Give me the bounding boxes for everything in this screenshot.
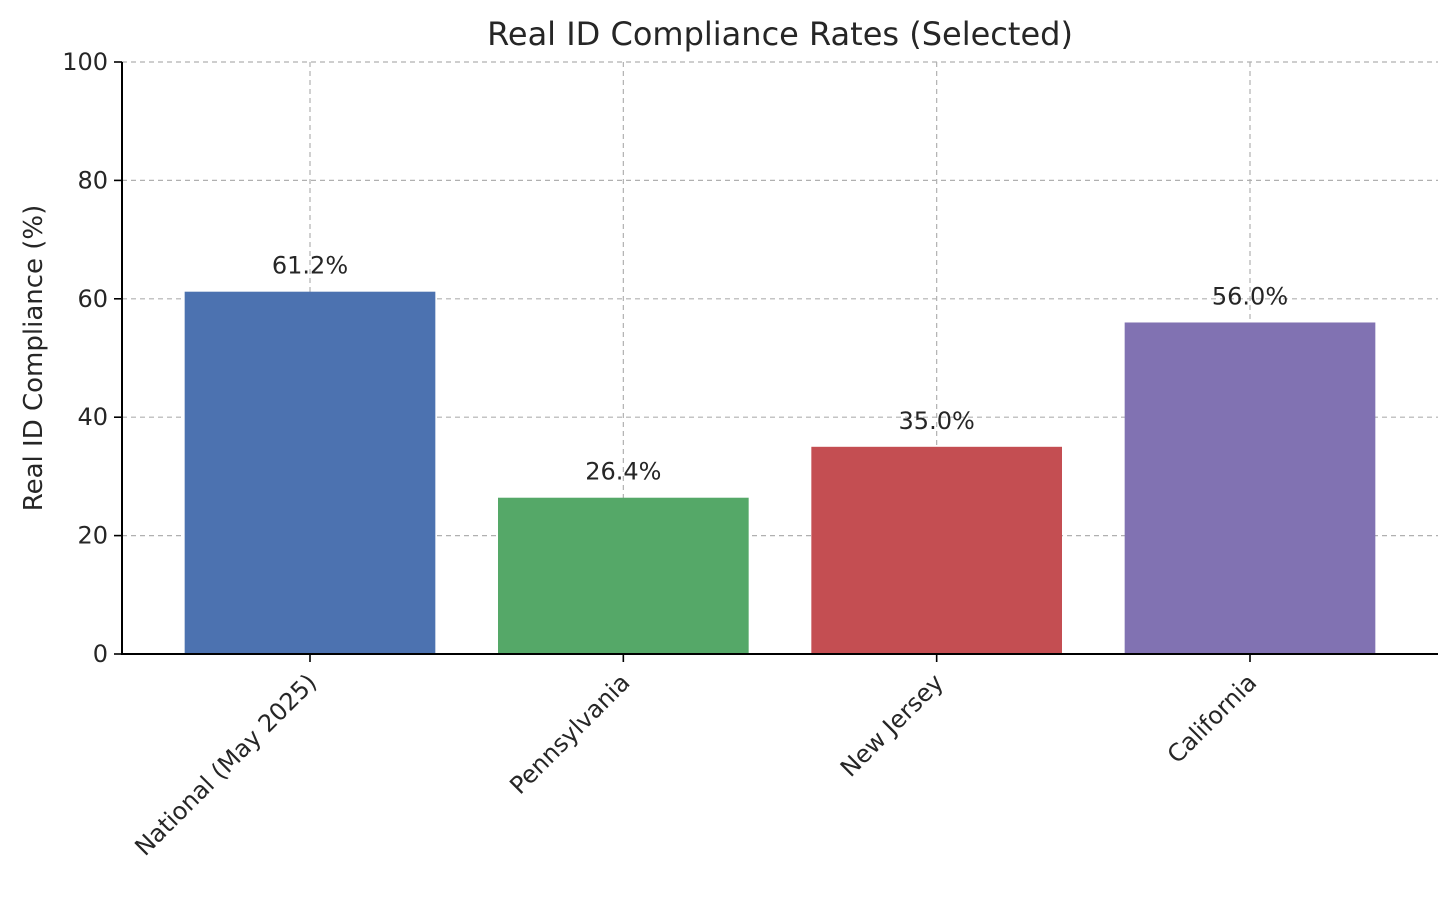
y-tick-label: 0 (93, 640, 108, 668)
y-tick-label: 80 (77, 166, 108, 194)
x-tick-label: Pennsylvania (504, 668, 635, 799)
data-label: 56.0% (1212, 282, 1288, 310)
bars (184, 291, 1376, 654)
x-tick-label: California (1162, 668, 1262, 768)
bar (811, 446, 1062, 654)
bar (498, 497, 749, 654)
y-tick-label: 100 (62, 48, 108, 76)
y-tick-label: 20 (77, 522, 108, 550)
x-tick-label: New Jersey (835, 668, 949, 782)
y-tick-label: 60 (77, 285, 108, 313)
bar (184, 291, 436, 654)
chart-title: Real ID Compliance Rates (Selected) (487, 15, 1073, 53)
y-tick-label: 40 (77, 403, 108, 431)
data-label: 26.4% (585, 458, 661, 486)
data-label: 35.0% (899, 407, 975, 435)
data-label: 61.2% (272, 252, 348, 280)
bar (1124, 322, 1376, 654)
y-axis-label: Real ID Compliance (%) (19, 205, 49, 512)
data-labels: 61.2% 26.4% 35.0% 56.0% (272, 252, 1288, 486)
x-tick-label: National (May 2025) (129, 668, 322, 861)
